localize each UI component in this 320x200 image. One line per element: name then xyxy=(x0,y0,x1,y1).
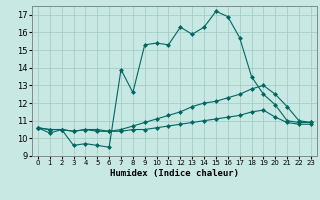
X-axis label: Humidex (Indice chaleur): Humidex (Indice chaleur) xyxy=(110,169,239,178)
